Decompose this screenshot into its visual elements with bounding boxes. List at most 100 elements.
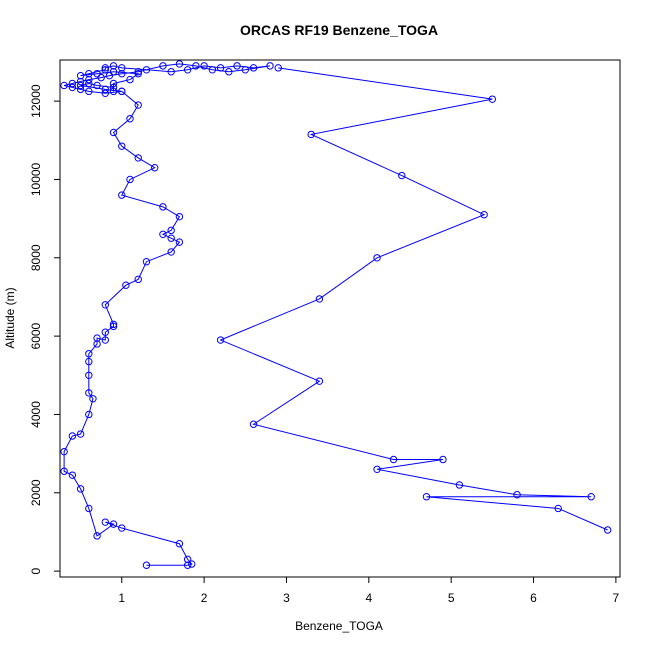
data-point xyxy=(134,275,142,284)
data-point xyxy=(76,81,85,90)
data-point xyxy=(188,560,196,568)
data-point xyxy=(142,66,151,74)
data-point xyxy=(142,561,151,569)
data-point xyxy=(422,493,431,501)
x-tick-label: 1 xyxy=(118,591,125,605)
data-point xyxy=(68,83,77,92)
data-point xyxy=(159,203,167,211)
data-point xyxy=(587,493,595,501)
data-point xyxy=(68,471,77,479)
data-point xyxy=(76,77,85,86)
data-point xyxy=(76,85,85,94)
data-point xyxy=(93,70,101,78)
data-point xyxy=(109,320,118,329)
data-point xyxy=(85,75,93,84)
data-point xyxy=(101,301,109,309)
data-point xyxy=(233,62,241,70)
data-point xyxy=(109,62,118,70)
data-point xyxy=(142,258,151,266)
data-point xyxy=(151,164,159,172)
data-point xyxy=(109,322,118,331)
data-point xyxy=(200,62,208,70)
data-point xyxy=(554,504,562,513)
data-point xyxy=(439,455,447,464)
data-point xyxy=(118,87,126,96)
data-point xyxy=(93,81,101,90)
x-tick-label: 2 xyxy=(201,591,208,605)
y-tick-label: 2000 xyxy=(29,479,43,506)
data-point xyxy=(118,524,126,532)
series-2-line xyxy=(219,67,608,531)
data-point xyxy=(307,130,315,139)
data-point xyxy=(85,70,93,78)
data-point xyxy=(480,211,488,219)
data-point xyxy=(183,66,192,74)
data-point xyxy=(85,504,93,513)
plot-area xyxy=(60,60,612,569)
data-point xyxy=(241,66,249,74)
y-tick-label: 6000 xyxy=(29,322,43,349)
y-tick-label: 10000 xyxy=(29,162,43,196)
data-point xyxy=(126,115,134,123)
data-point xyxy=(118,64,126,72)
data-point xyxy=(109,83,118,92)
y-axis: 0 2000 4000 6000 8000 10000 12000 xyxy=(29,84,60,574)
data-point xyxy=(109,79,118,88)
data-point xyxy=(134,101,142,109)
data-point xyxy=(183,555,192,564)
data-point xyxy=(216,336,225,344)
data-point xyxy=(183,561,192,569)
data-point xyxy=(159,230,167,238)
data-point xyxy=(249,64,258,72)
data-point xyxy=(122,281,130,289)
data-point xyxy=(60,81,68,90)
data-point xyxy=(159,62,167,70)
data-point xyxy=(175,212,184,221)
y-tick-label: 0 xyxy=(29,567,43,574)
y-tick-label: 12000 xyxy=(29,84,43,118)
y-tick-label: 8000 xyxy=(29,244,43,271)
x-axis: 1 2 3 4 5 6 7 xyxy=(118,577,620,605)
data-point xyxy=(118,70,126,78)
data-point xyxy=(76,71,85,80)
data-point xyxy=(167,248,175,256)
y-tick-label: 4000 xyxy=(29,401,43,428)
data-point xyxy=(134,154,142,162)
data-point xyxy=(249,420,258,428)
data-point xyxy=(373,254,381,262)
data-point xyxy=(167,226,175,235)
data-point xyxy=(85,389,93,397)
x-tick-label: 4 xyxy=(365,591,372,605)
data-point xyxy=(60,447,68,456)
data-point xyxy=(118,142,126,150)
data-point xyxy=(175,540,184,548)
data-point xyxy=(315,295,324,303)
y-axis-label: Altitude (m) xyxy=(3,287,17,348)
data-point xyxy=(93,334,101,342)
data-point xyxy=(68,432,77,440)
plot-frame xyxy=(59,59,621,578)
x-tick-label: 6 xyxy=(530,591,537,605)
data-point xyxy=(85,79,93,88)
data-point xyxy=(85,357,93,366)
data-point xyxy=(225,68,233,76)
x-tick-label: 7 xyxy=(613,591,620,605)
data-point xyxy=(105,71,114,80)
data-point xyxy=(85,87,93,96)
data-point xyxy=(76,485,85,493)
data-point xyxy=(60,467,68,475)
data-point xyxy=(101,328,109,336)
data-point xyxy=(76,430,85,438)
data-point xyxy=(118,191,126,199)
data-point xyxy=(85,350,93,358)
data-point xyxy=(93,340,101,348)
data-point xyxy=(109,520,118,528)
data-point xyxy=(134,68,142,76)
data-point xyxy=(85,371,93,379)
data-point xyxy=(109,128,118,137)
data-point xyxy=(126,75,134,84)
data-point xyxy=(89,395,97,403)
data-point xyxy=(192,62,200,70)
data-point xyxy=(455,481,464,489)
data-point xyxy=(101,336,109,344)
